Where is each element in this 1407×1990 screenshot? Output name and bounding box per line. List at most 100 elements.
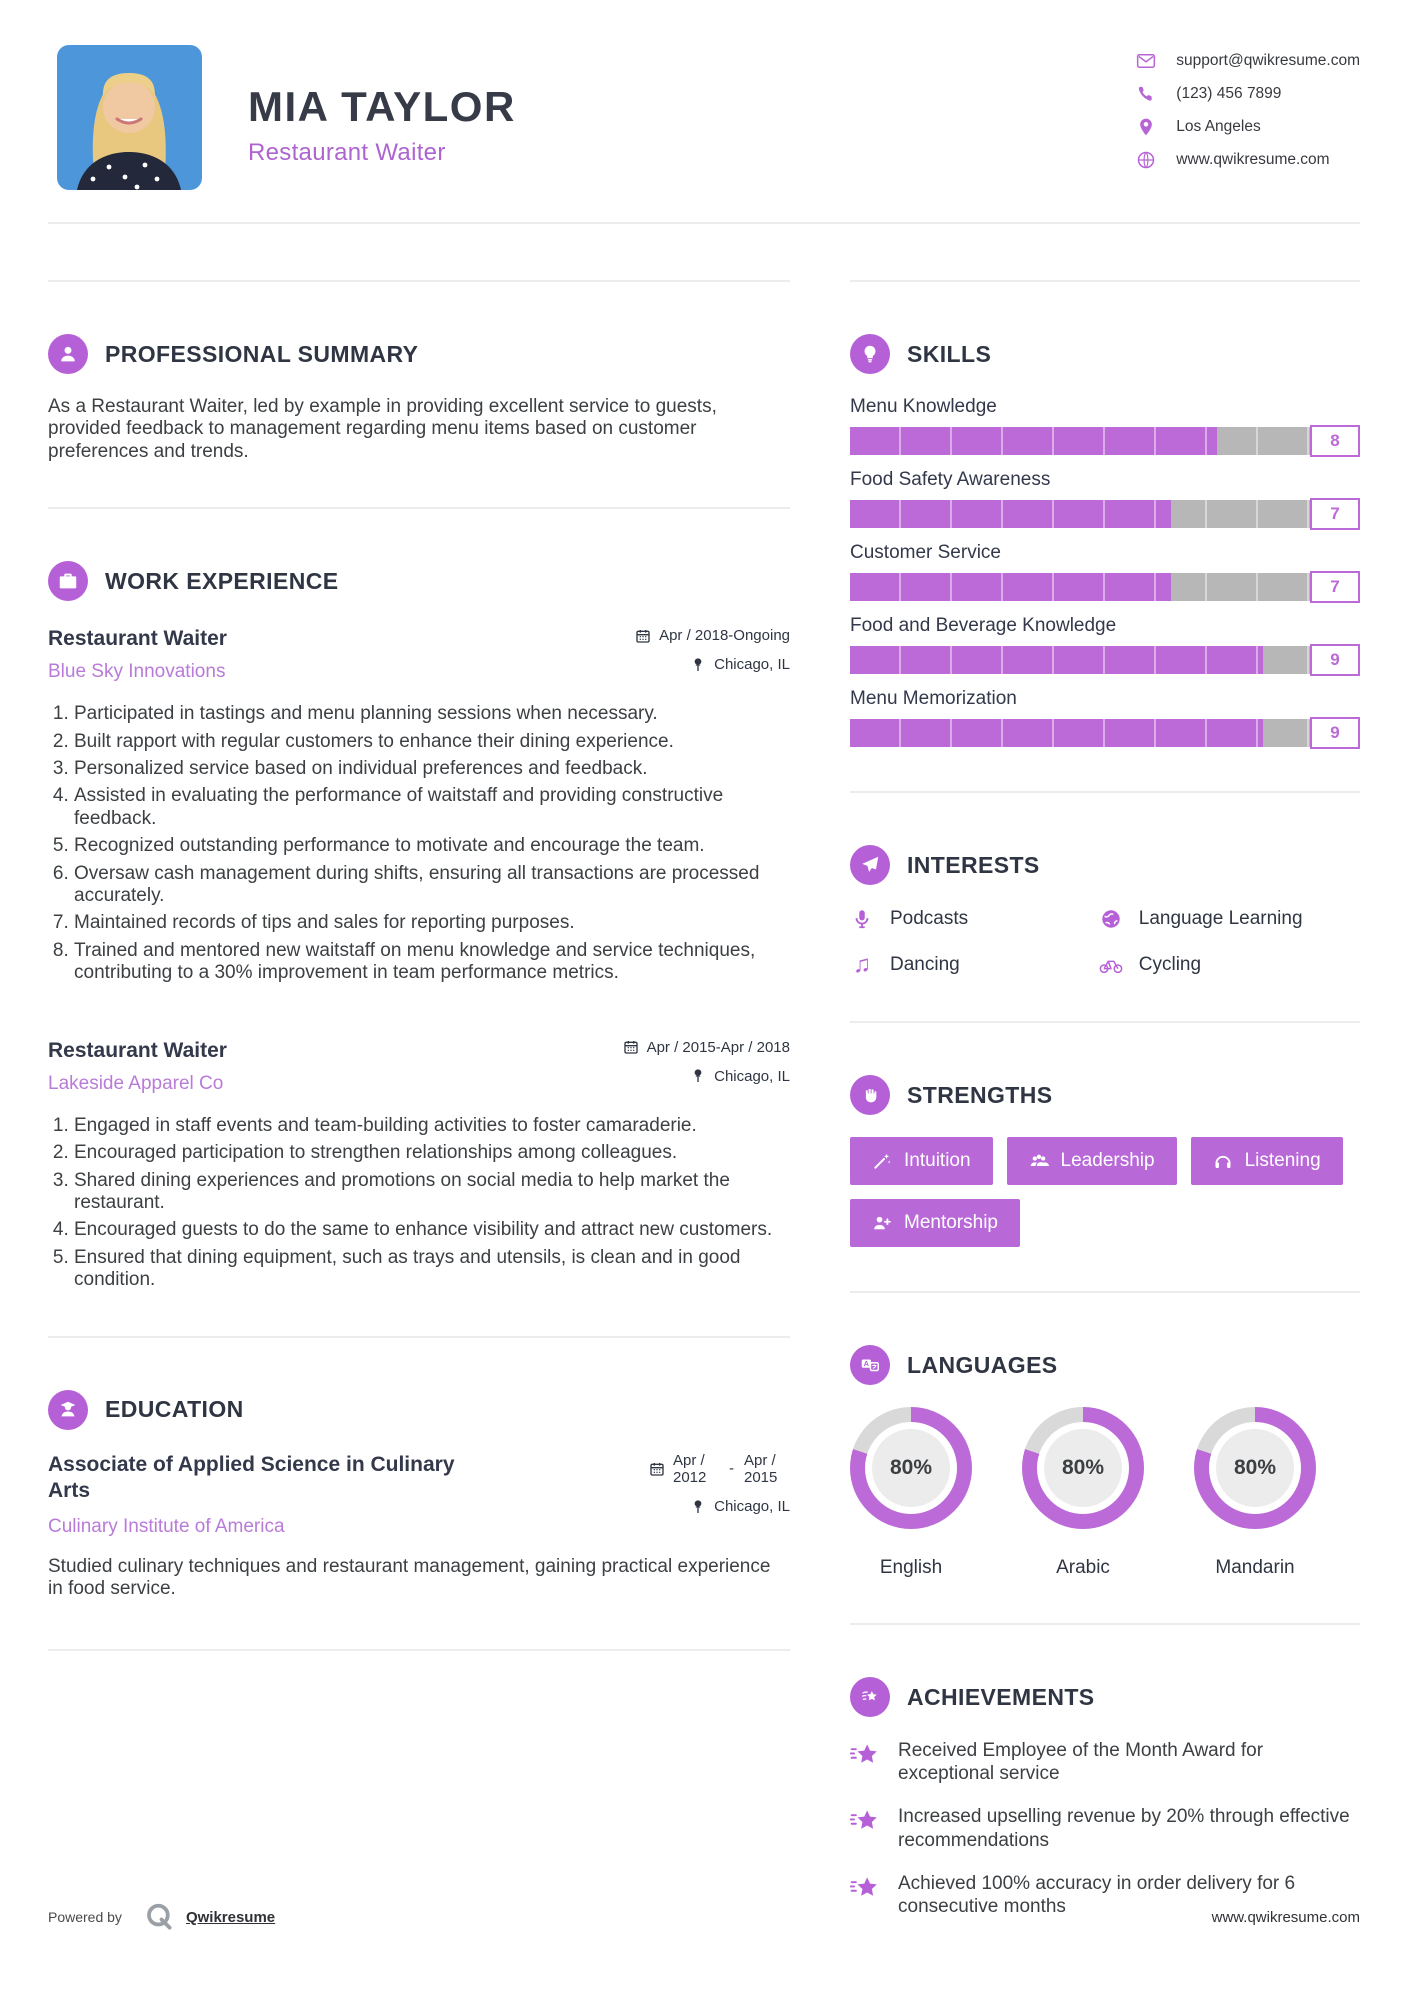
work-title: WORK EXPERIENCE [105,567,339,594]
language-percent: 80% [1216,1429,1294,1507]
contact-list: support@qwikresume.com (123) 456 7899 Lo… [1136,45,1360,170]
profile-photo-illustration [57,45,202,190]
music-note-icon: ♫ [853,951,871,978]
achievement-text: Received Employee of the Month Award for… [898,1740,1264,1785]
interest-label: Cycling [1138,954,1202,975]
strength-list: Intuition Leadership Listening Mentorshi… [850,1137,1360,1247]
job-bullet-list: Engaged in staff events and team-buildin… [48,1115,790,1292]
interests-header: INTERESTS [850,845,1360,885]
language-progress-ring: 80% [1194,1407,1316,1529]
job-bullet: Ensured that dining equipment, such as t… [74,1247,790,1292]
location-icon [1140,118,1153,136]
phone-icon [1139,86,1152,101]
strength-item: Leadership [1006,1137,1177,1185]
strengths-section: STRENGTHS Intuition Leadership Listening [850,1021,1360,1247]
language-progress-ring: 80% [850,1407,972,1529]
star-icon [850,1877,877,1896]
interests-section: INTERESTS Podcasts Language Learning ♫ D… [850,791,1360,977]
job-date: Apr / 2015-Apr / 2018 [646,1038,790,1056]
job-bullet: Assisted in evaluating the performance o… [74,785,790,830]
achievement-text: Increased upselling revenue by 20% throu… [898,1806,1350,1851]
skill-bar-fill [850,719,1264,747]
contact-email-text: support@qwikresume.com [1176,52,1360,69]
skill-item: Customer Service 7 [850,542,1360,603]
skill-bar: 8 [850,425,1360,457]
qwikresume-link[interactable]: Qwikresume [185,1908,276,1926]
skill-name: Customer Service [850,542,1001,563]
strengths-header: STRENGTHS [850,1075,1360,1115]
education-date-start: Apr / 2012 [673,1451,707,1486]
languages-section: A LANGUAGES 80% English [850,1291,1360,1579]
degree-title: Associate of Applied Science in Culinary… [48,1452,455,1502]
bicycle-icon [1099,960,1123,974]
skill-bar-fill [850,646,1264,674]
powered-by-label: Powered by [48,1909,122,1925]
skill-bar: 9 [850,644,1360,676]
skill-name: Food Safety Awareness [850,469,1051,490]
achievements-title: ACHIEVEMENTS [907,1683,1095,1710]
contact-location-text: Los Angeles [1176,118,1261,135]
candidate-name: MIA TAYLOR [248,83,516,130]
skill-bar: 7 [850,571,1360,603]
job-title: Restaurant Waiter [48,627,227,651]
job-entry: Restaurant Waiter Blue Sky Innovations A… [48,627,790,984]
school-name: Culinary Institute of America [48,1516,285,1538]
education-title: EDUCATION [105,1396,244,1423]
language-item: 80% Mandarin [1194,1407,1316,1579]
strength-item: Listening [1190,1137,1343,1185]
headphones-icon [1214,1155,1231,1169]
strength-label: Intuition [904,1150,971,1171]
qwikresume-logo [147,1903,172,1930]
strength-label: Mentorship [904,1212,998,1233]
language-progress-ring: 80% [1022,1407,1144,1529]
person-icon [61,346,75,362]
language-list: 80% English 80% Arabic [850,1407,1360,1579]
skill-name: Food and Beverage Knowledge [850,615,1117,636]
summary-section: PROFESSIONAL SUMMARY As a Restaurant Wai… [48,280,790,463]
email-icon [1137,54,1156,68]
language-name: Arabic [1056,1557,1110,1578]
skill-bar: 9 [850,717,1360,749]
skill-level-badge: 7 [1310,571,1360,603]
star-icon [850,1744,877,1763]
resume-page: MIA TAYLOR Restaurant Waiter support@qwi… [0,0,1407,1918]
content-columns: PROFESSIONAL SUMMARY As a Restaurant Wai… [48,224,1360,1918]
job-bullet: Participated in tastings and menu planni… [74,703,790,725]
wand-icon [874,1153,891,1169]
skill-item: Menu Knowledge 8 [850,396,1360,457]
summary-text: As a Restaurant Waiter, led by example i… [48,396,717,462]
job-bullet: Maintained records of tips and sales for… [74,912,790,934]
contact-website: www.qwikresume.com [1136,150,1360,170]
work-section: WORK EXPERIENCE Restaurant Waiter Blue S… [48,507,790,1291]
job-bullet: Recognized outstanding performance to mo… [74,835,790,857]
footer-website: www.qwikresume.com [1211,1908,1360,1926]
work-header: WORK EXPERIENCE [48,561,790,602]
contact-phone-text: (123) 456 7899 [1176,85,1282,102]
education-header: EDUCATION [48,1389,790,1430]
job-bullet: Shared dining experiences and promotions… [74,1170,790,1215]
languages-header: A LANGUAGES [850,1345,1360,1385]
lightbulb-icon [864,345,876,363]
left-column: PROFESSIONAL SUMMARY As a Restaurant Wai… [48,224,790,1918]
pushpin-icon [694,1069,702,1083]
strengths-title: STRENGTHS [907,1081,1053,1108]
education-description: Studied culinary techniques and restaura… [48,1556,771,1600]
languages-title: LANGUAGES [907,1351,1058,1378]
skill-item: Menu Memorization 9 [850,688,1360,749]
microphone-icon [855,910,869,929]
skill-item: Food Safety Awareness 7 [850,469,1360,530]
date-separator: - [729,1460,734,1478]
language-item: 80% Arabic [1022,1407,1144,1579]
summary-header: PROFESSIONAL SUMMARY [48,334,790,374]
globe-icon [1102,910,1120,928]
language-percent: 80% [872,1429,950,1507]
footer: Powered by Qwikresume www.qwikresume.com [48,1902,1360,1932]
skill-bar-fill [850,500,1172,528]
interest-label: Dancing [890,954,960,975]
header: MIA TAYLOR Restaurant Waiter support@qwi… [48,0,1360,190]
achievement-item: Increased upselling revenue by 20% throu… [850,1805,1360,1851]
person-plus-icon [874,1216,891,1230]
job-bullet: Built rapport with regular customers to … [74,731,790,753]
job-bullet: Encouraged participation to strengthen r… [74,1142,790,1164]
translate-icon: A [861,1359,879,1372]
